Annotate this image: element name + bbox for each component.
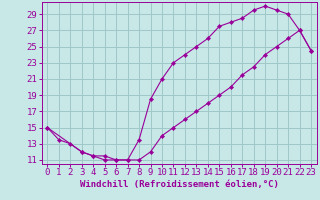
X-axis label: Windchill (Refroidissement éolien,°C): Windchill (Refroidissement éolien,°C) xyxy=(80,180,279,189)
